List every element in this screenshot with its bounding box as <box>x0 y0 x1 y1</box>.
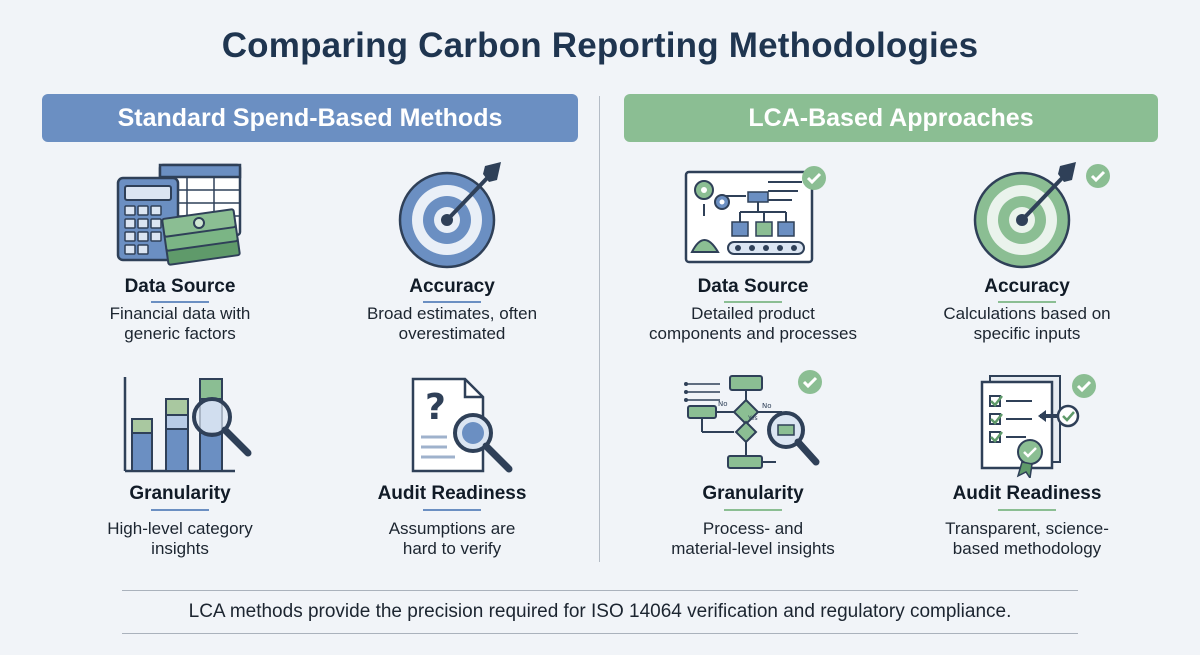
lca-data-source-cell: Data Source Detailed product components … <box>618 160 888 350</box>
heading-underline <box>151 509 209 511</box>
target-check-icon <box>973 162 1110 269</box>
heading-underline <box>151 301 209 303</box>
spend-data-source-desc: Financial data with generic factors <box>109 304 251 343</box>
lca-accuracy-cell: Accuracy Calculations based on specific … <box>892 160 1162 350</box>
lca-granularity-cell: No No Yes Granularity Process- and mater… <box>618 370 888 560</box>
heading-underline <box>724 509 782 511</box>
no-label: No <box>762 402 772 410</box>
lca-accuracy-heading: Accuracy <box>984 276 1070 297</box>
yes-label: Yes <box>747 415 758 422</box>
footer-bottom-rule <box>122 633 1078 634</box>
spend-audit-desc: Assumptions are hard to verify <box>388 519 516 558</box>
lca-data-source-desc: Detailed product components and processe… <box>649 304 857 343</box>
checklist-certificate-icon <box>980 374 1096 478</box>
spend-header: Standard Spend-Based Methods <box>42 94 578 142</box>
target-icon <box>398 162 501 269</box>
no-label: No <box>718 400 728 408</box>
spend-data-source-cell: Data Source Financial data with generic … <box>45 160 315 350</box>
spend-accuracy-desc: Broad estimates, often overestimated <box>366 304 538 343</box>
spend-audit-cell: ? Audit Readiness Assumptions are hard t… <box>317 370 587 560</box>
process-diagram-icon <box>684 166 826 264</box>
lca-granularity-heading: Granularity <box>702 483 804 504</box>
spend-granularity-heading: Granularity <box>129 483 231 504</box>
spend-accuracy-heading: Accuracy <box>409 276 495 297</box>
lca-granularity-desc: Process- and material-level insights <box>671 519 835 558</box>
spend-granularity-desc: High-level category insights <box>107 519 253 558</box>
spend-audit-heading: Audit Readiness <box>377 483 527 504</box>
calculator-money-icon <box>116 163 242 266</box>
page-title: Comparing Carbon Reporting Methodologies <box>221 26 979 65</box>
lca-audit-heading: Audit Readiness <box>952 483 1102 504</box>
heading-underline <box>423 301 481 303</box>
column-divider <box>599 96 600 562</box>
heading-underline <box>998 509 1056 511</box>
lca-data-source-heading: Data Source <box>697 276 809 297</box>
svg-text:?: ? <box>425 387 446 428</box>
footer-top-rule <box>122 590 1078 591</box>
document-question-icon: ? <box>411 377 513 473</box>
lca-header: LCA-Based Approaches <box>624 94 1158 142</box>
lca-accuracy-desc: Calculations based on specific inputs <box>943 304 1111 343</box>
heading-underline <box>724 301 782 303</box>
heading-underline <box>998 301 1056 303</box>
lca-audit-cell: Audit Readiness Transparent, science- ba… <box>892 370 1162 560</box>
lca-audit-desc: Transparent, science- based methodology <box>945 519 1109 558</box>
spend-data-source-heading: Data Source <box>124 276 236 297</box>
footer-note: LCA methods provide the precision requir… <box>188 601 1012 622</box>
heading-underline <box>423 509 481 511</box>
spend-granularity-cell: Granularity High-level category insights <box>45 370 315 560</box>
flowchart-magnifier-icon: No No Yes <box>684 370 822 469</box>
bar-chart-magnifier-icon <box>123 377 252 473</box>
spend-accuracy-cell: Accuracy Broad estimates, often overesti… <box>317 160 587 350</box>
